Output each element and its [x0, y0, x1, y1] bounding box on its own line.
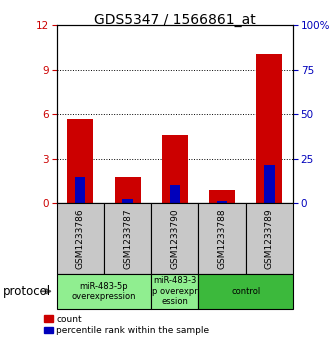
Bar — [256, 54, 282, 203]
Text: control: control — [231, 287, 260, 296]
Text: protocol: protocol — [3, 285, 52, 298]
Text: GSM1233788: GSM1233788 — [217, 208, 227, 269]
Bar — [264, 165, 275, 203]
Bar — [198, 203, 246, 274]
Bar — [198, 274, 293, 309]
Bar — [151, 203, 198, 274]
Bar — [209, 190, 235, 203]
Bar — [104, 203, 151, 274]
Text: miR-483-3
p overexpr
ession: miR-483-3 p overexpr ession — [152, 276, 198, 306]
Text: GSM1233787: GSM1233787 — [123, 208, 132, 269]
Text: GSM1233789: GSM1233789 — [265, 208, 274, 269]
Bar — [57, 203, 104, 274]
Bar — [57, 274, 151, 309]
Text: GSM1233786: GSM1233786 — [76, 208, 85, 269]
Bar — [162, 135, 188, 203]
Bar — [75, 177, 86, 203]
Bar — [151, 274, 198, 309]
Bar — [169, 185, 180, 203]
Text: GSM1233790: GSM1233790 — [170, 208, 179, 269]
Text: miR-483-5p
overexpression: miR-483-5p overexpression — [72, 282, 136, 301]
Bar — [246, 203, 293, 274]
Bar — [217, 201, 227, 203]
Text: GDS5347 / 1566861_at: GDS5347 / 1566861_at — [94, 13, 256, 27]
Bar — [122, 199, 133, 203]
Bar — [67, 119, 93, 203]
Legend: count, percentile rank within the sample: count, percentile rank within the sample — [45, 315, 209, 335]
Bar — [115, 177, 141, 203]
